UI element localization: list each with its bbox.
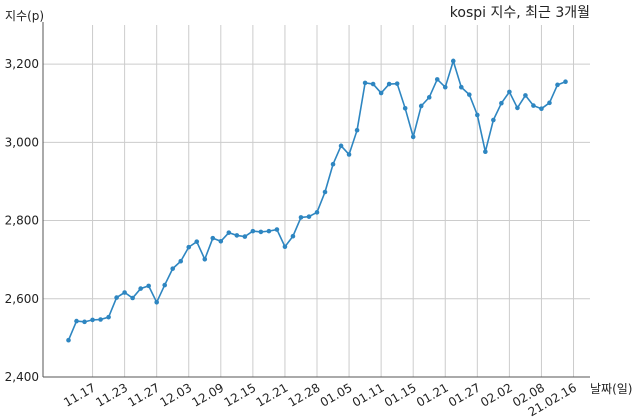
y-tick-label: 2,800 [5, 214, 39, 228]
data-point [483, 149, 488, 155]
data-point [210, 235, 216, 241]
data-point [458, 84, 464, 90]
data-point [194, 239, 200, 244]
data-point [330, 161, 336, 167]
data-point [555, 82, 560, 88]
data-point [354, 127, 360, 133]
data-point [106, 314, 111, 320]
data-point [515, 105, 520, 111]
data-point [434, 77, 440, 82]
data-point [539, 106, 544, 111]
data-point [258, 229, 264, 235]
series-points [66, 58, 568, 343]
data-point [178, 258, 184, 264]
x-tick-label: 01.11 [350, 380, 387, 409]
x-tick-label: 01.21 [414, 380, 451, 409]
data-point [274, 227, 280, 232]
data-point [402, 106, 408, 111]
x-tick-labels: 11.1711.2311.2712.0312.0912.1512.2112.28… [61, 380, 579, 418]
data-point [138, 286, 143, 291]
data-point [66, 337, 71, 343]
y-tick-labels: 2,400 2,600 2,800 3,000 3,200 [5, 57, 39, 384]
data-point [266, 228, 272, 234]
data-point [322, 189, 328, 195]
data-point [186, 244, 192, 250]
data-point [162, 282, 167, 288]
data-point [370, 81, 376, 87]
data-point [74, 318, 79, 324]
data-point [362, 80, 368, 86]
y-tick-label: 2,400 [5, 370, 39, 384]
data-point [418, 103, 424, 109]
data-point [82, 319, 87, 325]
x-tick-label: 11.27 [125, 380, 162, 409]
x-tick-label: 11.17 [61, 380, 98, 409]
data-point [338, 143, 344, 149]
data-point [298, 215, 304, 220]
grid-lines [43, 25, 590, 378]
data-point [202, 256, 208, 262]
data-point [306, 214, 312, 219]
data-point [563, 79, 568, 85]
data-point [146, 283, 151, 289]
data-point [226, 230, 232, 235]
data-point [314, 210, 320, 215]
data-point [122, 290, 127, 295]
data-point [290, 233, 296, 239]
y-tick-label: 3,200 [5, 57, 39, 71]
x-tick-label: 12.28 [286, 380, 323, 409]
y-tick-label: 2,600 [5, 292, 39, 306]
x-tick-label: 01.05 [318, 380, 355, 409]
x-tick-label: 02.02 [478, 380, 515, 409]
data-point [154, 299, 159, 305]
data-point [467, 92, 472, 97]
x-tick-label: 01.27 [446, 380, 483, 409]
data-point [378, 90, 384, 96]
data-point [90, 317, 95, 323]
data-point [98, 317, 103, 322]
data-point [114, 295, 119, 300]
data-point [346, 152, 352, 157]
data-point [523, 93, 528, 98]
chart-title: kospi 지수, 최근 3개월 [450, 5, 590, 21]
y-axis-label: 지수(p) [5, 9, 44, 23]
x-tick-label: 12.03 [157, 380, 194, 409]
axes [42, 22, 590, 378]
data-point [507, 89, 512, 95]
data-point [130, 295, 135, 301]
data-point [531, 103, 536, 108]
x-tick-label: 12.09 [190, 380, 227, 409]
x-tick-label: 01.15 [382, 380, 419, 409]
data-point [547, 100, 552, 106]
x-axis-label: 날짜(일) [590, 382, 632, 396]
data-point [242, 234, 248, 239]
data-point [491, 117, 496, 123]
x-tick-label: 12.21 [254, 380, 291, 409]
x-tick-label: 12.15 [222, 380, 259, 409]
data-point [426, 95, 432, 100]
data-point [170, 266, 176, 271]
data-point [250, 228, 256, 234]
data-point [394, 81, 400, 86]
data-point [386, 81, 392, 87]
data-point [442, 84, 448, 90]
data-point [282, 244, 288, 250]
data-point [499, 100, 504, 106]
y-tick-label: 3,000 [5, 135, 39, 149]
data-point [218, 238, 224, 244]
data-point [450, 58, 456, 64]
data-point [475, 112, 480, 118]
data-point [410, 134, 416, 140]
x-tick-label: 11.23 [93, 380, 130, 409]
data-point [234, 233, 240, 238]
